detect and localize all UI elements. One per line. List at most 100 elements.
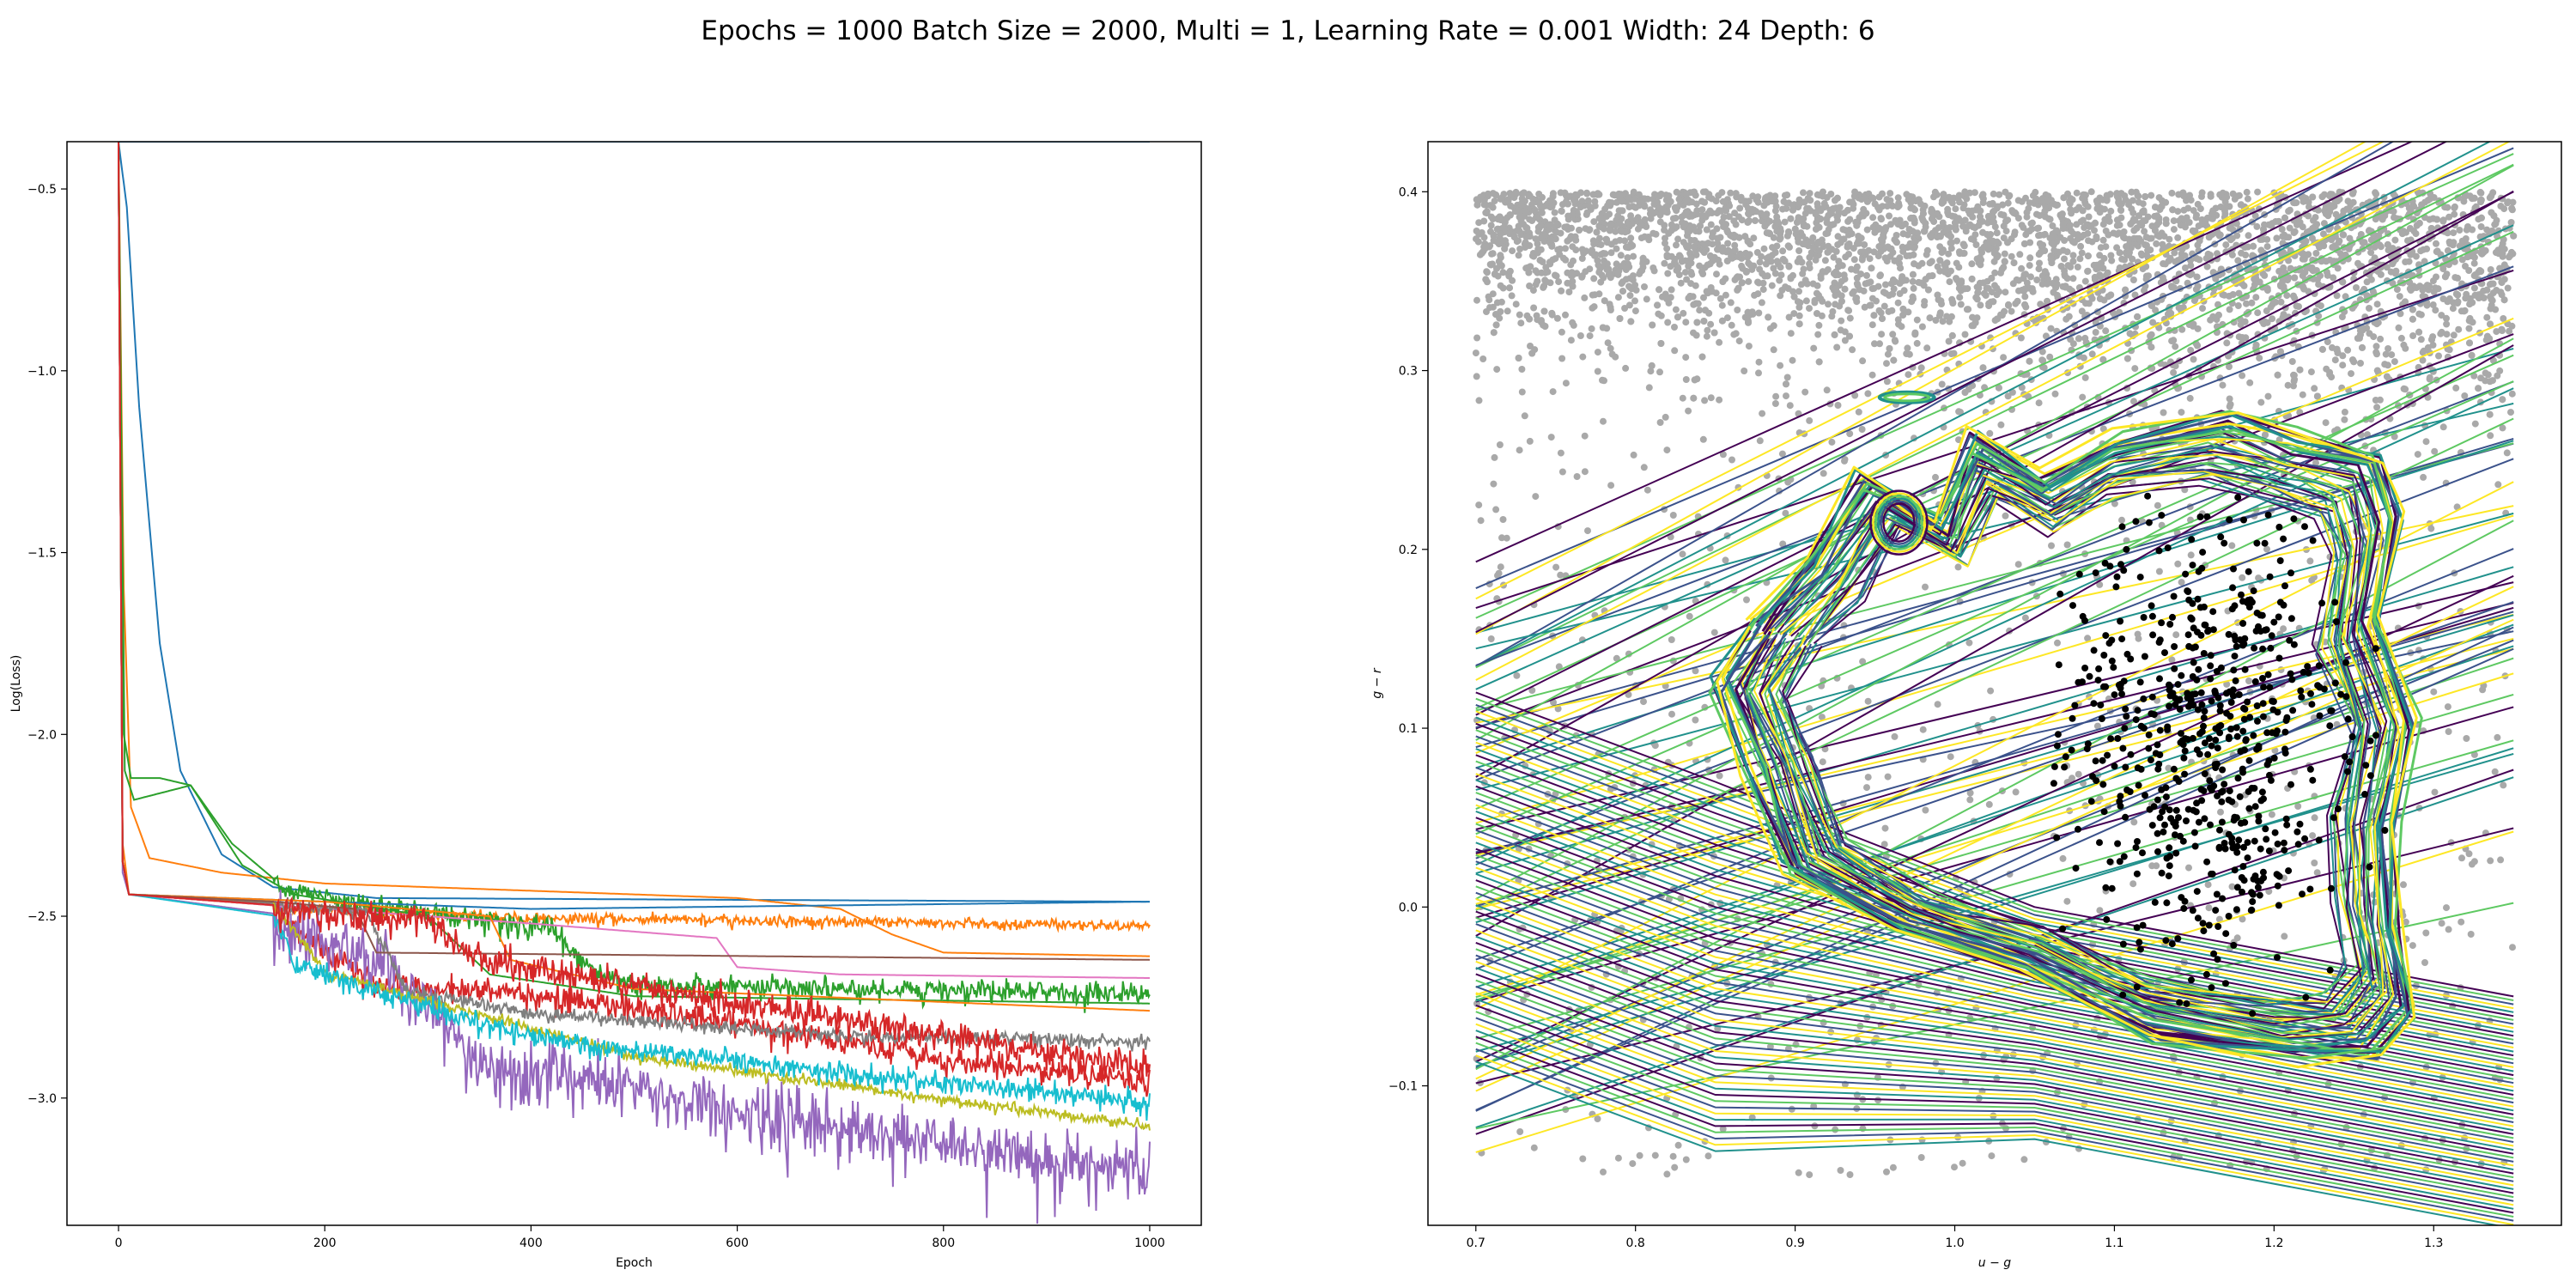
background-point: [2450, 331, 2458, 339]
background-point: [2309, 267, 2317, 275]
background-point: [1969, 223, 1977, 231]
background-point: [2274, 371, 2281, 379]
background-point: [2305, 212, 2312, 220]
loss-series-line: [118, 142, 1151, 1052]
background-point: [1785, 313, 1793, 321]
background-point: [2477, 223, 2485, 230]
background-point: [1838, 317, 1845, 325]
background-point: [1958, 277, 1965, 285]
background-point: [1661, 222, 1668, 229]
background-point: [1878, 331, 1886, 338]
background-point: [2431, 788, 2439, 796]
background-point: [1980, 279, 1988, 287]
background-point: [2281, 933, 2288, 940]
background-point: [2260, 226, 2267, 234]
background-point: [2487, 266, 2494, 273]
background-point: [1852, 266, 1860, 274]
background-point: [1714, 246, 1722, 253]
background-point: [1839, 226, 1847, 234]
y-tick-label: −1.5: [27, 547, 57, 561]
background-point: [1899, 230, 1907, 238]
background-point: [2085, 213, 2093, 221]
background-point: [2058, 210, 2066, 218]
background-point: [2153, 240, 2160, 247]
background-point: [1864, 697, 1872, 705]
background-point: [2486, 410, 2494, 418]
background-point: [1889, 202, 1896, 210]
background-point: [2063, 897, 2071, 905]
background-point: [1799, 270, 1807, 277]
background-point: [2400, 341, 2408, 349]
background-point: [2037, 301, 2044, 308]
background-point: [1565, 289, 1573, 295]
background-point: [1663, 252, 1671, 259]
background-point: [1861, 241, 1868, 248]
background-point: [1718, 301, 1726, 309]
background-point: [1856, 286, 1863, 294]
background-point: [2069, 275, 2077, 283]
background-point: [1641, 203, 1649, 210]
background-point: [1577, 332, 1584, 339]
background-point: [2097, 244, 2105, 252]
background-point: [1595, 290, 1603, 298]
background-point: [2092, 329, 2099, 336]
background-point: [1475, 219, 1483, 227]
background-point: [2340, 207, 2348, 215]
background-point: [2185, 864, 2192, 872]
background-point: [1668, 710, 1675, 718]
background-point: [1841, 337, 1849, 344]
background-point: [1662, 413, 1669, 421]
background-point: [2014, 197, 2022, 204]
background-point: [1997, 421, 2005, 428]
background-point: [1581, 294, 1589, 301]
background-point: [1600, 417, 1607, 425]
background-point: [1908, 243, 1916, 251]
background-point: [2346, 234, 2354, 242]
background-point: [2223, 193, 2231, 201]
background-point: [1667, 197, 1674, 205]
background-point: [1673, 241, 1680, 249]
background-point: [2062, 283, 2069, 291]
background-point: [2026, 228, 2033, 234]
background-point: [2036, 212, 2044, 219]
background-point: [2285, 208, 2293, 215]
background-point: [2414, 451, 2421, 459]
background-point: [2010, 259, 2018, 267]
background-point: [1551, 209, 1558, 216]
background-point: [2012, 788, 2020, 796]
background-point: [1980, 243, 1988, 251]
background-point: [1953, 259, 1960, 267]
background-point: [1812, 256, 1820, 264]
background-point: [2290, 372, 2298, 380]
background-point: [1909, 277, 1917, 285]
background-point: [2438, 920, 2445, 927]
background-point: [1538, 209, 1546, 216]
y-tick-label: −2.0: [27, 728, 57, 742]
background-point: [2291, 199, 2299, 207]
background-point: [1618, 197, 1625, 205]
background-point: [1755, 369, 1762, 377]
background-point: [1591, 202, 1599, 210]
background-point: [1758, 299, 1765, 307]
background-point: [2421, 959, 2428, 966]
background-point: [2353, 284, 2360, 291]
background-point: [1555, 278, 1563, 286]
background-point: [1928, 234, 1935, 241]
background-point: [2508, 204, 2516, 212]
background-point: [1622, 364, 1630, 372]
background-point: [1526, 315, 1534, 323]
background-point: [2000, 264, 2008, 271]
background-point: [1795, 216, 1802, 224]
background-point: [1880, 228, 1887, 236]
background-point: [1969, 213, 1977, 221]
background-point: [1922, 276, 1929, 283]
loss-series-line: [118, 142, 1150, 910]
background-point: [1521, 412, 1528, 420]
background-point: [2095, 264, 2103, 271]
background-point: [2322, 419, 2330, 427]
background-point: [1564, 200, 1571, 208]
background-point: [1876, 272, 1884, 280]
background-point: [1685, 407, 1692, 415]
background-point: [1745, 218, 1753, 225]
background-point: [1905, 196, 1912, 204]
